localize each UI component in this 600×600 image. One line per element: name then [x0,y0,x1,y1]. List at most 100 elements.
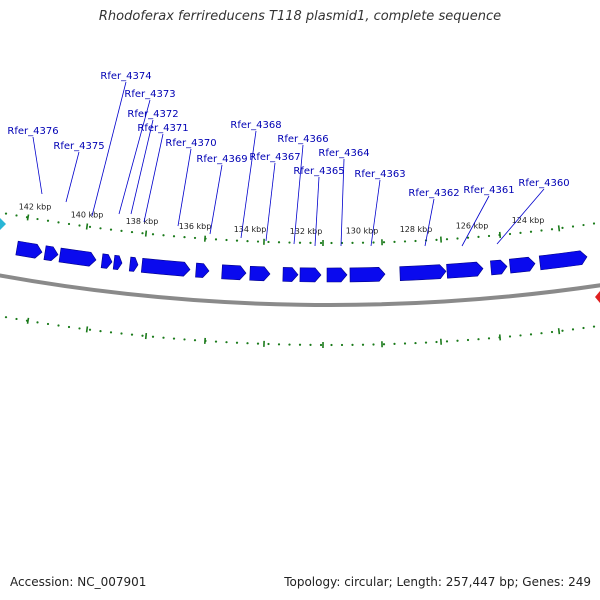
outer-ring-dot [319,241,323,245]
tick-labels: 142 kbp 140 kbp 138 kbp 136 kbp 134 kbp 132 k… [19,203,545,236]
gene-label: Rfer_4376 [7,126,58,137]
outer-ring-dot [519,231,522,234]
outer-ring-dot [141,232,144,235]
inner-ring-dot [582,326,585,330]
inner-ring-dot [319,343,323,347]
outer-ring-dot [508,232,512,236]
inner-ring-dot [466,338,470,342]
outer-ring-dot [361,241,365,244]
outer-ring-tick [144,230,148,237]
inner-ring-dot [351,343,354,346]
gene-callout-line [340,158,345,247]
inner-ring-dot [403,342,407,345]
length-prefix: Length: [396,575,442,589]
outer-ring-dot [540,229,543,232]
inner-ring-dot [519,334,522,337]
inner-ring-dot [540,332,543,335]
inner-ring-dot [235,341,239,344]
outer-ring-dot [15,214,18,217]
gene-label: Rfer_4361 [463,185,514,196]
inner-ring-dot [15,317,18,321]
inner-ring-dot [214,340,218,343]
inner-ring-dot [120,332,123,335]
gene-label: Rfer_4367 [249,152,300,163]
outer-ring-dot [382,241,386,244]
gene-arrow [43,245,59,262]
inner-ring-dot [330,343,333,347]
inner-ring-dot [151,335,155,338]
gene-arrow [508,256,536,274]
tick-label: 136 kbp [179,222,212,231]
gene-callout-line [314,176,320,247]
accession-info: Accession: NC_007901 [10,575,146,589]
outer-ring-tick [85,223,89,230]
inner-ring-dot [288,343,291,346]
gene-label: Rfer_4362 [408,188,459,199]
inner-ring-dot [393,342,396,346]
inner-ring-dot [78,327,81,330]
inner-ring-dot [298,343,302,346]
topology-value: circular [344,575,389,589]
outer-ring-dot [487,234,491,238]
sequence-info: Topology: circular; Length: 257,447 bp; … [284,575,591,589]
gene-arrow [249,265,271,282]
tick-label: 130 kbp [346,227,379,236]
outer-ring-dot [256,240,260,243]
outer-ring-dot [225,238,228,242]
tick-label: 126 kbp [456,221,489,230]
inner-ring-dot [487,337,491,340]
outer-ring-dot [36,217,39,221]
gene-callout-line [461,195,490,247]
inner-ring-dot [57,324,60,327]
gene-track [15,240,588,283]
inner-ring-dot [414,341,417,345]
gene-callout-line [209,164,223,235]
outer-ring-dot [298,241,302,244]
inner-ring-dot [193,339,197,342]
outer-ring-dot [246,240,249,243]
gene-arrow [128,256,139,272]
gene-callout-line [496,188,545,245]
accession-value: NC_007901 [77,575,147,589]
gene-arrow [349,267,386,283]
gene-label: Rfer_4365 [293,166,344,177]
gene-callout-line [91,81,127,217]
inner-ring-tick [26,317,30,324]
gene-arrow [490,259,508,276]
outer-ring-dot [109,228,113,231]
inner-ring-dot [88,328,92,331]
inner-ring-dot [456,339,459,342]
outer-ring-dot [120,229,123,232]
topology-prefix: Topology: [284,575,341,589]
gene-label: Rfer_4373 [124,89,175,100]
outer-ring-dot [445,238,449,241]
outer-ring-dot [393,240,396,243]
outer-ring-dot [477,235,480,238]
tick-label: 138 kbp [126,217,159,226]
inner-ring-dot [561,329,564,332]
inner-ring-dot [445,340,449,343]
inner-ring-dot [592,325,596,328]
tick-label: 128 kbp [400,225,433,234]
outer-ring-dot [309,241,312,244]
gene-label: Rfer_4363 [354,169,405,180]
outer-ring-dot [162,234,165,237]
outer-tick-ring [4,212,596,246]
tick-label: 132 kbp [290,227,323,236]
gene-callout-line [130,119,154,215]
inner-ring-dot [424,341,428,344]
gene-label: Rfer_4375 [53,141,104,152]
gene-arrow [58,247,97,267]
gene-arrow [538,250,588,271]
gene-label: Rfer_4374 [100,71,151,82]
inner-ring-dot [36,321,39,324]
gene-callout-line [265,162,276,242]
outer-ring-dot [561,226,564,230]
outer-ring-dot [235,239,239,242]
genes-value: 249 [568,575,591,589]
tick-label: 142 kbp [19,203,52,212]
gene-arrow [140,258,191,277]
gene-label: Rfer_4372 [127,109,178,120]
outer-ring-dot [456,237,459,240]
